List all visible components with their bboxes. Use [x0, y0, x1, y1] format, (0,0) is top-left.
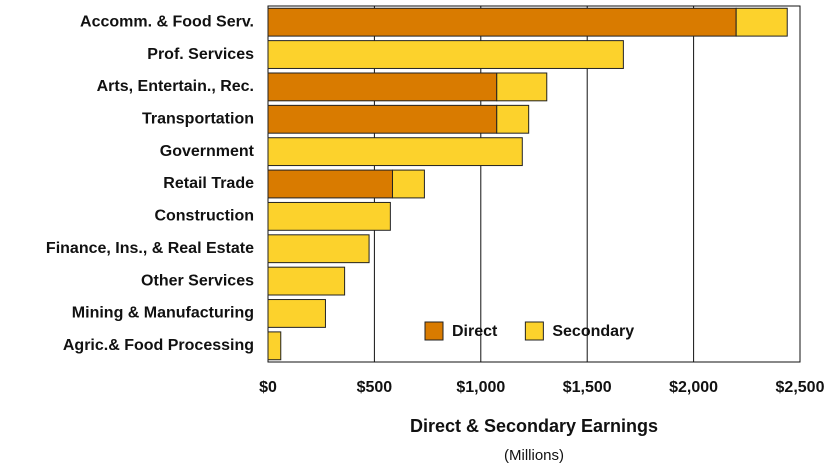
y-tick-label: Government — [160, 143, 255, 160]
y-tick-label: Prof. Services — [147, 46, 254, 63]
x-tick-label: $500 — [357, 379, 393, 396]
y-tick-label: Accomm. & Food Serv. — [80, 13, 254, 30]
bar-segment — [267, 331, 282, 361]
y-tick-label: Retail Trade — [163, 175, 254, 192]
bar-segment — [496, 104, 530, 134]
legend-label: Secondary — [552, 323, 634, 340]
x-tick-label: $1,000 — [456, 379, 505, 396]
bar-segment — [391, 169, 425, 199]
bar-segment — [267, 266, 346, 296]
y-tick-label: Transportation — [142, 110, 254, 127]
bar-segment — [267, 7, 737, 37]
legend-swatch — [424, 321, 444, 341]
bar-segment — [267, 169, 393, 199]
bar-segment — [267, 40, 624, 69]
bar-segment — [267, 234, 370, 264]
y-tick-label: Arts, Entertain., Rec. — [97, 78, 254, 95]
y-tick-label: Construction — [154, 208, 254, 225]
y-tick-label: Agric.& Food Processing — [63, 337, 254, 354]
x-axis-label: Direct & Secondary Earnings — [410, 416, 658, 436]
bar-segment — [267, 299, 326, 328]
x-tick-label: $0 — [259, 379, 277, 396]
x-tick-label: $2,500 — [776, 379, 825, 396]
legend-swatch — [524, 321, 544, 341]
legend-label: Direct — [452, 323, 498, 340]
bar-segment — [267, 137, 523, 167]
x-axis-note: (Millions) — [504, 447, 564, 464]
x-tick-label: $2,000 — [669, 379, 718, 396]
bar-segment — [267, 104, 498, 134]
y-tick-label: Finance, Ins., & Real Estate — [46, 240, 254, 257]
bar-segment — [267, 201, 391, 231]
y-tick-label: Other Services — [141, 272, 254, 289]
x-tick-label: $1,500 — [563, 379, 612, 396]
bar-segment — [735, 7, 788, 37]
bar-segment — [267, 72, 498, 102]
bar-segment — [496, 72, 548, 102]
y-tick-label: Mining & Manufacturing — [72, 305, 254, 322]
